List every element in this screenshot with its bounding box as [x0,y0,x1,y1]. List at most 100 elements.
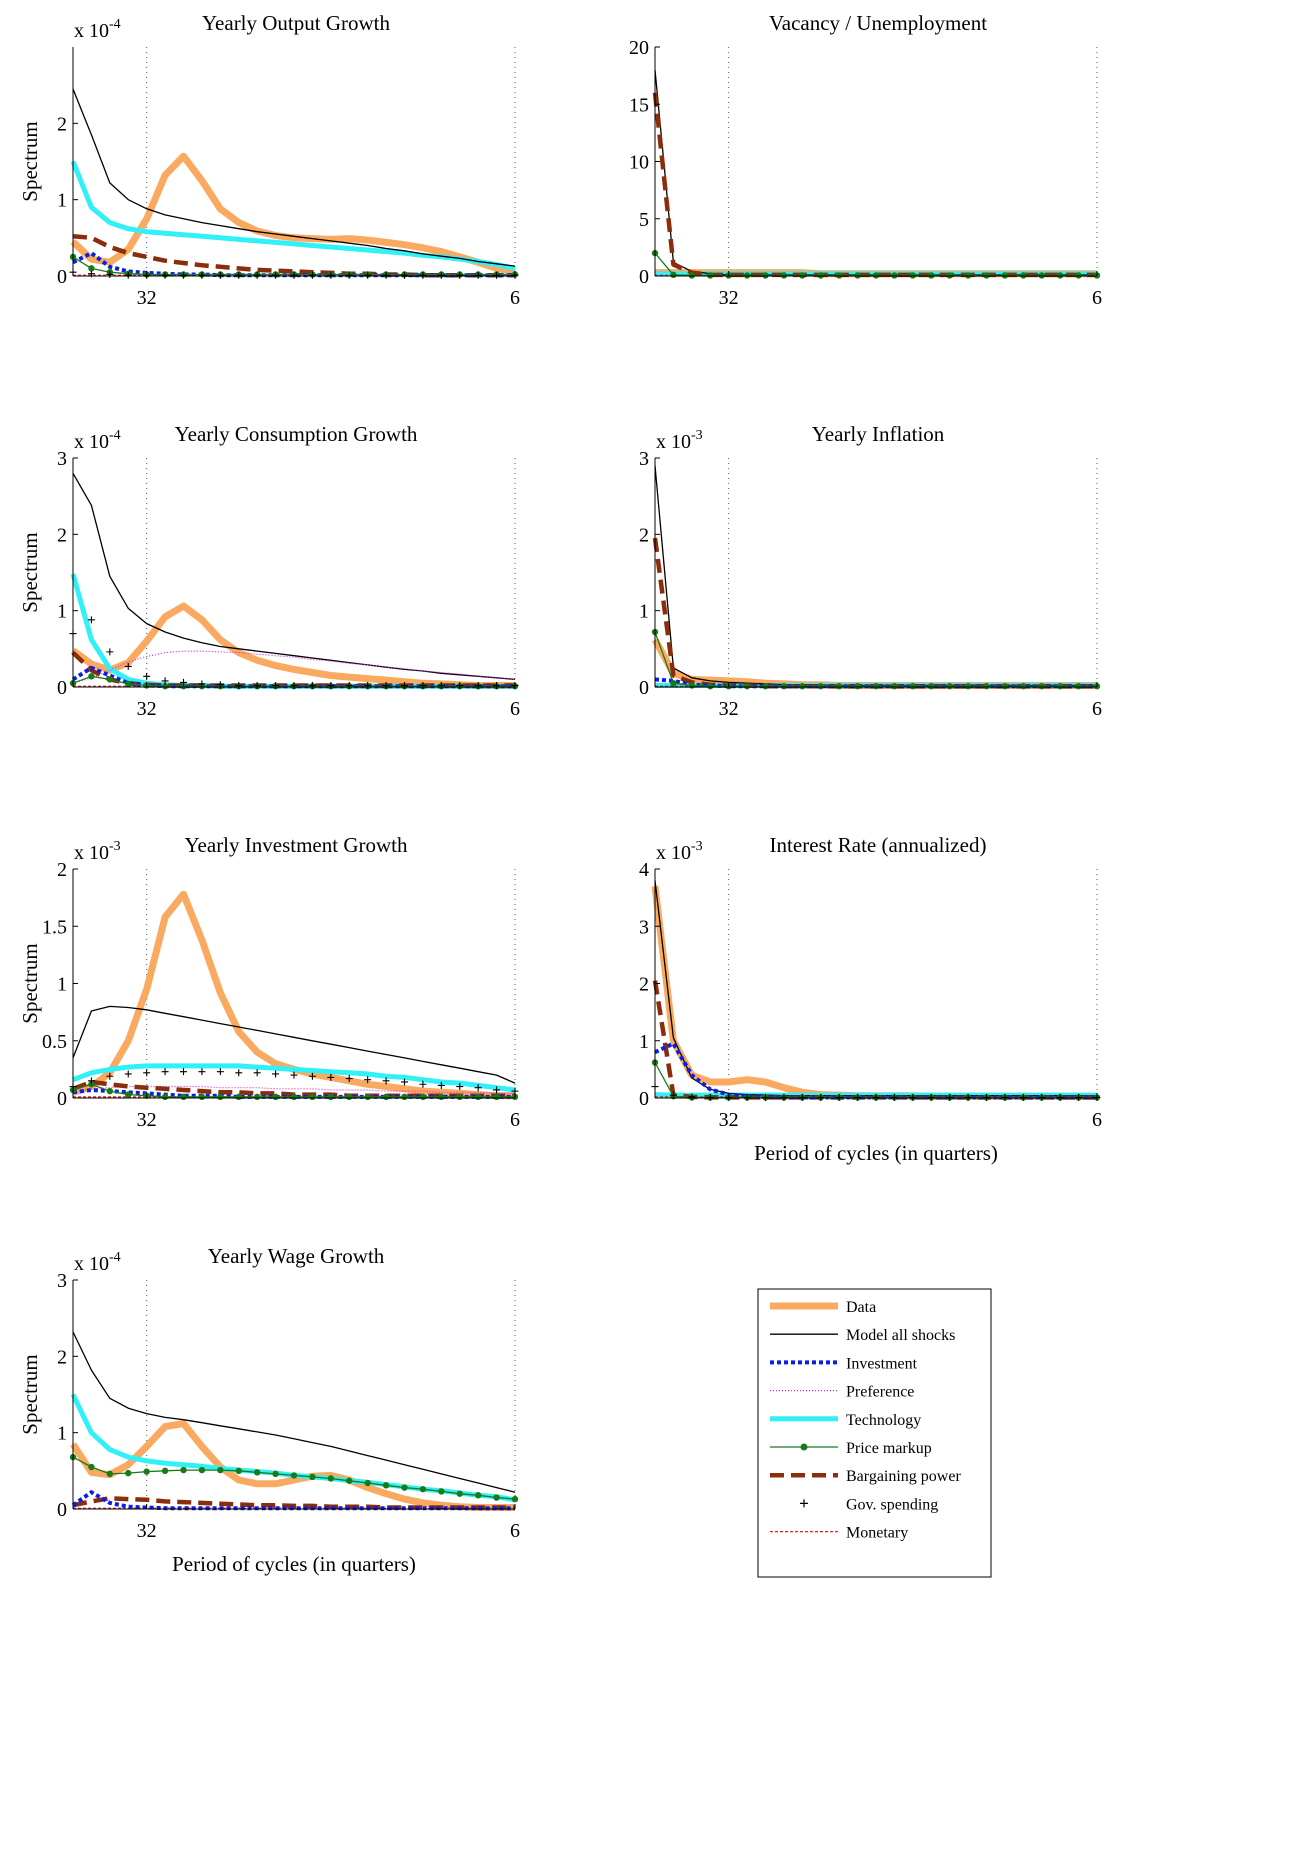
series-point-price_markup [106,676,114,683]
series-point-gov_spending [437,681,445,689]
series-point-gov_spending [419,681,427,689]
series-point-gov_spending [1038,1093,1046,1101]
series-point-gov_spending [493,681,501,689]
series-point-price_markup [835,683,843,690]
series-point-price_markup [88,265,95,272]
series-point-gov_spending [909,1093,917,1101]
series-point-price_markup [1038,683,1045,690]
series-point-gov_spending [706,1093,714,1101]
series-point-gov_spending [235,681,243,689]
series-point-price_markup [707,272,714,279]
series-point-gov_spending [124,1070,132,1078]
series-point-price_markup [143,1468,150,1475]
series-point-gov_spending [669,1091,677,1099]
series-point-price_markup [474,1093,482,1101]
y-tick-label: 0.5 [42,1031,67,1053]
series-point-gov_spending [493,271,501,279]
series-line-model [72,88,516,267]
series-point-gov_spending [983,1093,990,1101]
series-point-gov_spending [401,681,408,689]
legend-box [757,1288,992,1578]
chart-title: Yearly Consumption Growth [175,422,418,446]
series-line-model [72,472,516,681]
series-point-price_markup [382,1482,390,1489]
series-point-price_markup [438,1488,445,1495]
series-point-gov_spending [235,1069,243,1077]
x-tick-label: 32 [719,698,739,720]
series-point-gov_spending [474,681,482,689]
chart-panel-wage: 0 1 2 3 32 6 x 10-4 Yearly Wage Growth Spectrum P… [18,1244,520,1576]
axis-exponent-label: x 10-4 [74,17,121,42]
axis-exponent-label: x 10-3 [74,839,121,864]
series-point-price_markup [161,1467,169,1475]
series-point-price_markup [290,1093,298,1101]
series-point-price_markup [1056,683,1064,690]
series-point-gov_spending [161,1068,169,1076]
exponent-base: x 10 [74,842,109,864]
series-point-price_markup [493,1494,500,1501]
series-point-price_markup [125,680,132,688]
exponent-power: -4 [109,428,121,443]
series-point-price_markup [817,683,824,690]
x-axis-label: Period of cycles (in quarters) [172,1552,416,1576]
y-tick-label: 2 [57,524,67,546]
y-tick-label: 0 [57,677,67,699]
series-line-preference [72,650,516,684]
series-point-price_markup [88,673,95,680]
series-point-gov_spending [456,1083,464,1091]
axis-exponent-label: x 10-4 [74,1250,121,1275]
x-tick-label: 32 [137,1109,157,1131]
series-point-gov_spending [419,271,427,279]
series-point-price_markup [670,271,677,279]
series-point-gov_spending [106,270,114,278]
series-point-price_markup [456,1093,463,1101]
legend-label-technology: Technology [846,1412,921,1429]
series-point-gov_spending [308,1072,316,1080]
series-point-price_markup [382,1093,390,1101]
series-point-gov_spending [327,271,335,279]
legend-label-gov_spending: Gov. spending [846,1496,938,1513]
series-point-price_markup [346,1093,353,1101]
series-point-gov_spending [290,271,298,279]
chart-panel-vacancy: 0 5 10 15 20 32 6 Vacancy / Unemployment [629,11,1102,309]
series-line-data [651,885,1097,1100]
y-axis-label: Spectrum [18,1354,42,1434]
series-point-gov_spending [198,1068,206,1076]
series-point-price_markup [670,679,677,687]
series-point-gov_spending [364,681,372,689]
y-tick-label: 3 [57,1270,67,1292]
series-point-price_markup [707,683,714,690]
series-point-price_markup [743,683,751,690]
series-point-gov_spending [106,1072,114,1080]
series-point-price_markup [762,683,769,690]
series-point-gov_spending [890,1093,898,1101]
series-point-gov_spending [456,271,464,279]
exponent-base: x 10 [656,431,691,453]
series-point-gov_spending [345,1075,353,1083]
series-line-bargaining [652,92,1097,278]
y-tick-label: 1 [57,190,67,212]
series-point-gov_spending [180,1068,187,1076]
series-line-data [651,638,1097,689]
series-point-price_markup [125,1469,132,1477]
series-point-price_markup [309,1093,316,1101]
exponent-base: x 10 [656,842,691,864]
legend-label-model: Model all shocks [846,1327,955,1344]
series-point-gov_spending [437,1081,445,1089]
chart-title: Interest Rate (annualized) [770,833,987,857]
x-tick-label: 6 [1092,698,1102,720]
series-point-price_markup [180,1466,187,1474]
series-point-price_markup [946,683,953,690]
y-tick-label: 2 [639,524,649,546]
series-point-gov_spending [198,271,206,279]
series-point-gov_spending [143,1069,151,1077]
series-point-price_markup [688,272,696,279]
series-point-gov_spending [854,1093,862,1101]
legend-label-monetary: Monetary [846,1525,908,1542]
series-point-price_markup [928,683,935,690]
series-point-gov_spending [364,1076,372,1084]
series-point-price_markup [909,272,917,279]
x-tick-label: 6 [510,287,520,309]
y-tick-label: 4 [639,859,649,881]
series-point-price_markup [511,1495,519,1503]
